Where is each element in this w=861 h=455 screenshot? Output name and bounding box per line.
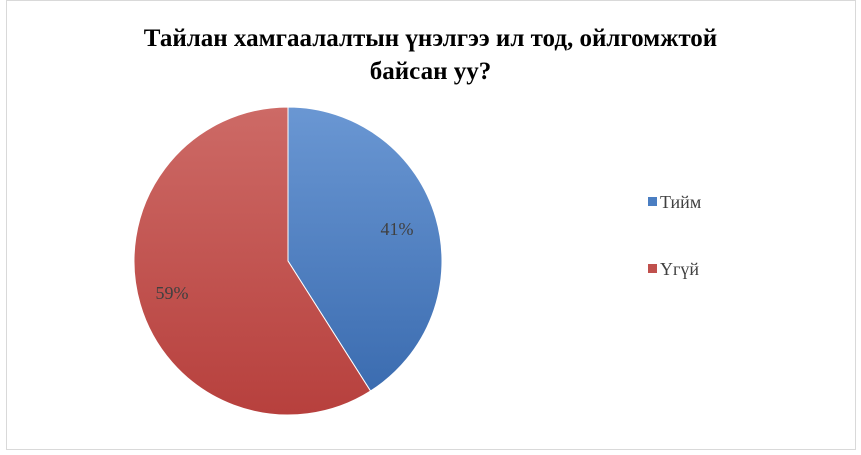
pie-slice-үгүй [133, 106, 372, 416]
legend-swatch-2 [648, 264, 657, 273]
chart-title-line-2: байсан уу? [369, 58, 492, 85]
legend-swatch-1 [648, 197, 657, 206]
data-label-2: 59% [156, 283, 189, 303]
legend-label-2: Үгүй [660, 259, 699, 279]
data-label-1: 41% [381, 219, 414, 239]
legend-label-1: Тийм [660, 192, 701, 212]
chart-title: Тайлан хамгаалалтын үнэлгээ ил тод, ойлг… [0, 22, 861, 88]
pie-slice-тийм [287, 106, 443, 392]
chart-title-line-1: Тайлан хамгаалалтын үнэлгээ ил тод, ойлг… [143, 25, 718, 52]
